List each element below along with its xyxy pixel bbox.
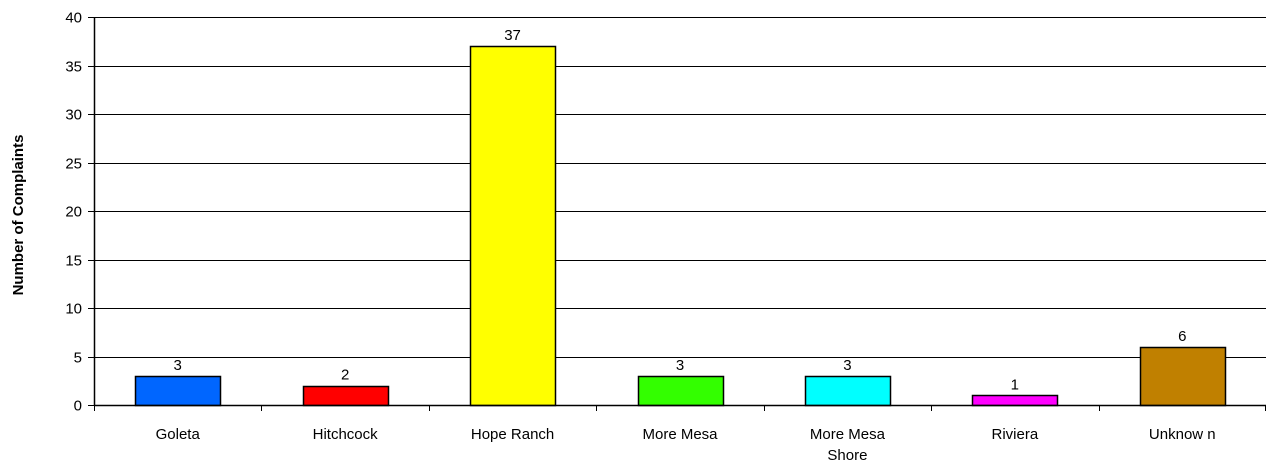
bar [134,375,222,407]
data-label: 6 [1178,328,1186,345]
bar [469,45,557,407]
data-label: 1 [1011,376,1019,393]
y-tick-label: 10 [65,301,82,318]
data-label: 37 [504,27,521,44]
y-tick-label: 35 [65,59,82,76]
x-tick-label: Hope Ranch [471,426,554,443]
data-label: 3 [843,357,851,374]
axes [88,17,1266,411]
x-tick-label-line: More Mesa [642,426,718,443]
x-tick-label-line: Riviera [992,426,1039,443]
x-tick-label: More Mesa [642,426,718,443]
y-tick-label: 20 [65,204,82,221]
bar [804,375,892,407]
x-tick-label-line: More Mesa [810,426,886,443]
bar [302,385,390,407]
y-tick-label: 5 [74,350,82,367]
x-tick-label-line: Hope Ranch [471,426,554,443]
data-label: 3 [676,357,684,374]
x-tick-label-line: Goleta [156,426,201,443]
x-tick-label-line: Shore [827,447,867,464]
x-tick-label: Hitchcock [313,426,379,443]
labels: 0 5 10 15 20 25 30 35 40 3 Goleta 2 Hitchcock 37 Hope … [65,10,1215,465]
data-label: 3 [174,357,182,374]
x-tick-label: Goleta [156,426,201,443]
bar [637,375,725,407]
x-tick-label: More Mesa Shore [810,426,886,464]
x-tick-label: Unknow n [1149,426,1216,443]
y-tick-label: 40 [65,10,82,27]
data-label: 2 [341,367,349,384]
y-tick-label: 30 [65,107,82,124]
x-tick-label-line: Hitchcock [313,426,379,443]
x-tick-label: Riviera [992,426,1039,443]
y-tick-label: 0 [74,398,82,415]
y-axis-title: Number of Complaints [10,135,27,296]
gridlines [94,17,1266,358]
x-tick-label-line: Unknow n [1149,426,1216,443]
bar [971,394,1059,407]
bars [134,45,1227,407]
bar [1139,346,1227,407]
y-tick-label: 25 [65,156,82,173]
y-tick-label: 15 [65,253,82,270]
